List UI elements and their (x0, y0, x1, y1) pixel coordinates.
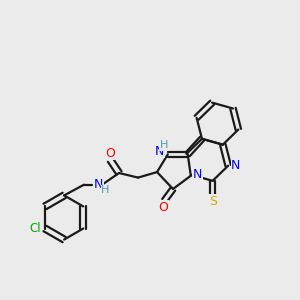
Text: Cl: Cl (29, 222, 41, 235)
Text: N: N (154, 145, 164, 158)
Text: S: S (208, 195, 217, 208)
Text: N: N (193, 168, 202, 181)
Text: N: N (94, 178, 103, 190)
Text: N: N (231, 159, 241, 172)
Text: H: H (160, 140, 168, 150)
Text: O: O (105, 147, 115, 160)
Text: H: H (101, 185, 110, 195)
Text: O: O (159, 201, 168, 214)
